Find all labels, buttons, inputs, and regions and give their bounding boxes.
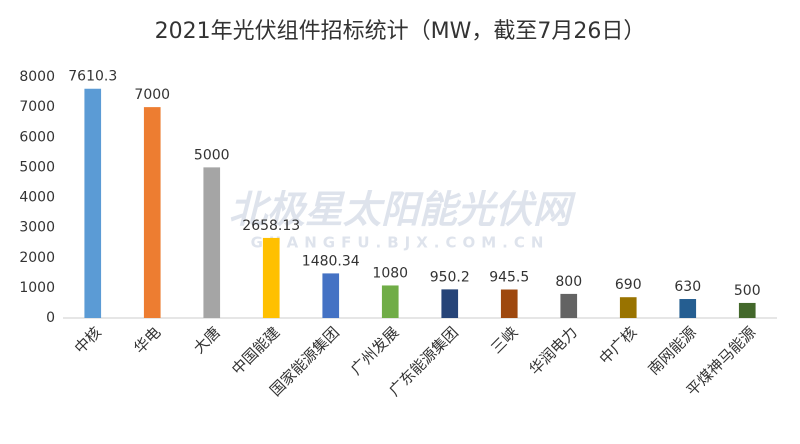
bar	[203, 167, 221, 318]
y-tick-label: 4000	[19, 190, 55, 206]
value-label: 690	[615, 277, 642, 293]
y-tick-label: 7000	[19, 99, 55, 115]
bar	[619, 297, 637, 318]
y-tick-label: 6000	[19, 129, 55, 145]
chart-title: 2021年光伏组件招标统计（MW，截至7月26日）	[155, 19, 646, 44]
bar	[84, 88, 102, 318]
watermark: 北极星太阳能光伏网	[229, 188, 576, 232]
y-tick-label: 8000	[19, 69, 55, 85]
bar	[262, 237, 280, 318]
bar	[679, 299, 697, 318]
value-label: 630	[674, 279, 701, 295]
bar	[738, 302, 756, 318]
value-label: 1080	[372, 265, 408, 281]
value-label: 950.2	[430, 269, 470, 285]
y-tick-label: 0	[46, 310, 55, 326]
value-label: 2658.13	[242, 218, 300, 234]
bar	[560, 293, 578, 318]
y-tick-label: 3000	[19, 220, 55, 236]
value-label: 7000	[134, 87, 170, 103]
value-label: 800	[555, 274, 582, 290]
bar	[322, 273, 340, 318]
watermark: GUANGFU.BJX.COM.CN	[251, 234, 550, 252]
y-tick-label: 2000	[19, 250, 55, 266]
y-tick-label: 1000	[19, 280, 55, 296]
bar	[441, 289, 459, 318]
value-label: 500	[734, 283, 761, 299]
bar	[381, 285, 399, 318]
bar	[143, 107, 161, 318]
bar	[500, 289, 518, 318]
value-label: 1480.34	[302, 253, 360, 269]
y-tick-label: 5000	[19, 159, 55, 175]
value-label: 5000	[194, 147, 230, 163]
value-label: 7610.3	[68, 69, 117, 85]
value-label: 945.5	[489, 270, 529, 286]
